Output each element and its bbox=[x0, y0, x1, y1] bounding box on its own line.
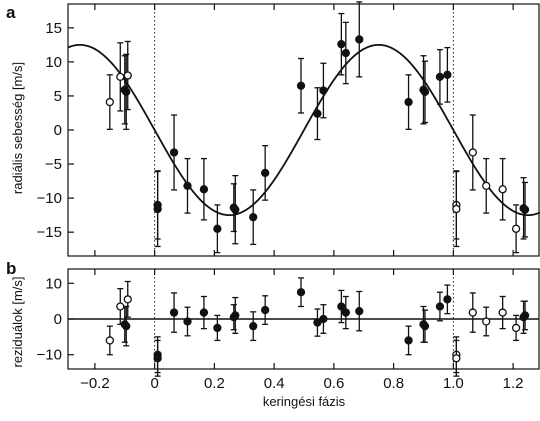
panel-b-open-point bbox=[116, 302, 125, 311]
panel-b-filled-point bbox=[404, 336, 413, 345]
panel-b-open-point bbox=[498, 308, 507, 317]
panel-b-y-tick-label: −10 bbox=[37, 347, 62, 364]
panel-a-letter: a bbox=[6, 3, 16, 22]
panel-b-x-tick-label: 0.6 bbox=[323, 375, 344, 392]
panel-a-filled-point bbox=[443, 70, 452, 79]
panel-a-filled-point bbox=[296, 81, 306, 90]
panel-a-filled-point bbox=[249, 213, 258, 222]
panel-a-filled-point bbox=[435, 72, 445, 82]
panel-a-y-tick-label: 15 bbox=[45, 20, 62, 37]
x-axis-title: keringési fázis bbox=[263, 394, 346, 409]
panel-b-x-tick-label: 0.4 bbox=[264, 375, 285, 392]
panel-a-filled-point bbox=[420, 87, 430, 97]
panel-b-x-tick-label: −0.2 bbox=[80, 375, 110, 392]
panel-b-filled-point bbox=[443, 295, 452, 304]
panel-b-open-point bbox=[468, 308, 477, 317]
panel-a-open-point bbox=[116, 72, 125, 82]
panel-a-open-point bbox=[452, 204, 461, 214]
panel-b-filled-point bbox=[319, 314, 328, 324]
panel-b-filled-point bbox=[435, 302, 445, 311]
panel-a-open-point bbox=[511, 224, 521, 233]
panel-a-filled-point bbox=[169, 148, 179, 157]
panel-a-filled-point bbox=[229, 203, 238, 212]
panel-b-open-point bbox=[452, 354, 461, 363]
panel-b-x-tick-label: 1.2 bbox=[503, 375, 524, 392]
panel-b-filled-point bbox=[296, 288, 306, 297]
panel-b-open-point bbox=[105, 336, 114, 345]
panel-b-y-axis-title: reziduálok [m/s] bbox=[10, 276, 25, 367]
panel-a-filled-point bbox=[341, 48, 350, 58]
panel-a-filled-point bbox=[183, 181, 192, 190]
panel-a-y-tick-label: −15 bbox=[37, 224, 62, 241]
panel-b-open-point bbox=[511, 323, 521, 333]
panel-a-y-axis-title: radiális sebesség [m/s] bbox=[10, 62, 25, 194]
panel-b-x-tick-label: 1.0 bbox=[443, 375, 464, 392]
panel-b-open-point bbox=[482, 317, 491, 326]
panel-b-filled-point bbox=[153, 354, 162, 363]
panel-b-filled-point bbox=[520, 311, 530, 320]
panel-a-plot: −15 −10 −5 0 5 10 15 bbox=[37, 1, 540, 257]
panel-b-y-tick-label: 10 bbox=[45, 275, 62, 292]
panel-a-open-point bbox=[498, 185, 507, 194]
panel-a-filled-point bbox=[213, 224, 222, 233]
panel-b-x-tick-label: 0 bbox=[150, 375, 158, 392]
panel-b-filled-point bbox=[261, 305, 270, 315]
panel-b-plot: −10 0 10 −0.2 0 0.2 0.4 0.6 0.8 1.0 1.2 bbox=[37, 268, 540, 392]
panel-b-filled-point bbox=[183, 317, 192, 326]
panel-a-open-point bbox=[482, 181, 491, 190]
panel-b-filled-point bbox=[231, 311, 240, 320]
panel-a-filled-point bbox=[153, 204, 162, 214]
panel-a-y-tick-label: 10 bbox=[45, 54, 62, 71]
panel-b-filled-point bbox=[341, 308, 350, 317]
panel-a-filled-point bbox=[319, 86, 328, 95]
panel-a-filled-point bbox=[520, 205, 530, 214]
panel-b-x-tick-label: 0.2 bbox=[204, 375, 225, 392]
panel-b-filled-point bbox=[337, 302, 346, 311]
panel-a-filled-point bbox=[337, 40, 346, 49]
panel-b-filled-point bbox=[420, 321, 430, 331]
panel-b-filled-point bbox=[122, 321, 131, 331]
panel-a-open-point bbox=[105, 97, 114, 107]
panel-b-filled-point bbox=[355, 306, 364, 316]
panel-a-filled-point bbox=[261, 168, 270, 178]
panel-b-filled-point bbox=[199, 308, 209, 317]
panel-a-filled-point bbox=[313, 109, 322, 118]
panel-b-filled-point bbox=[213, 323, 222, 333]
panel-a-filled-point bbox=[355, 35, 364, 44]
panel-b-letter: b bbox=[6, 259, 16, 278]
panel-a-y-tick-label: 5 bbox=[54, 88, 62, 105]
panel-a-y-tick-label: −10 bbox=[37, 190, 62, 207]
panel-a-filled-point bbox=[404, 97, 413, 107]
panel-b-filled-point bbox=[313, 318, 322, 327]
panel-b-filled-point bbox=[169, 308, 179, 317]
panel-a-open-point bbox=[468, 148, 477, 157]
panel-b-open-point bbox=[123, 295, 132, 304]
panel-b-x-tick-label: 0.8 bbox=[383, 375, 404, 392]
panel-a-model-curve bbox=[67, 43, 540, 217]
panel-a-open-point bbox=[123, 71, 132, 80]
panel-a-y-tick-label: −5 bbox=[45, 156, 62, 173]
panel-a-filled-point bbox=[199, 185, 209, 194]
panel-b-y-tick-label: 0 bbox=[54, 311, 62, 328]
panel-b-filled-point bbox=[249, 321, 258, 331]
panel-a-filled-point bbox=[122, 87, 131, 97]
panel-a-y-tick-label: 0 bbox=[54, 122, 62, 139]
